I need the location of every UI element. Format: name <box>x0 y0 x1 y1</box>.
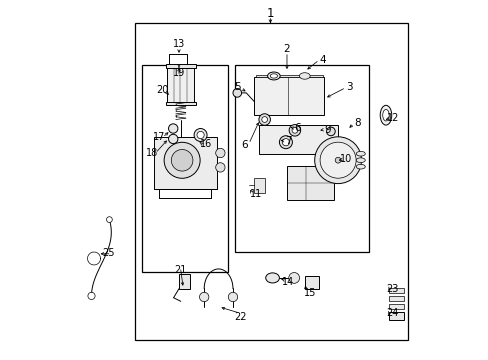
Ellipse shape <box>265 273 279 283</box>
Circle shape <box>228 292 237 302</box>
Bar <box>286 166 333 200</box>
Bar <box>167 68 194 103</box>
Text: 4: 4 <box>319 55 325 65</box>
Bar <box>258 125 337 154</box>
Circle shape <box>168 134 178 144</box>
Bar <box>254 77 324 115</box>
Text: 6: 6 <box>241 140 248 150</box>
Circle shape <box>335 157 340 163</box>
Bar <box>387 312 403 320</box>
Text: 12: 12 <box>386 113 398 123</box>
Ellipse shape <box>382 109 388 121</box>
Circle shape <box>215 148 224 158</box>
Circle shape <box>314 137 361 184</box>
Circle shape <box>232 89 241 97</box>
Circle shape <box>194 129 206 141</box>
Bar <box>165 64 195 68</box>
Bar <box>142 65 228 272</box>
Ellipse shape <box>270 74 277 78</box>
Circle shape <box>197 131 204 139</box>
Text: 25: 25 <box>102 248 114 258</box>
Circle shape <box>171 149 193 171</box>
Circle shape <box>215 163 224 172</box>
Bar <box>305 276 319 289</box>
Circle shape <box>288 125 300 136</box>
Circle shape <box>258 114 270 125</box>
Text: 19: 19 <box>172 68 185 78</box>
Circle shape <box>168 124 178 133</box>
Circle shape <box>279 136 292 149</box>
Bar <box>165 102 195 105</box>
Circle shape <box>288 273 299 283</box>
Text: 3: 3 <box>346 82 352 93</box>
Ellipse shape <box>299 73 309 79</box>
Bar <box>387 296 403 301</box>
Text: 20: 20 <box>156 85 168 95</box>
Circle shape <box>282 139 289 146</box>
Circle shape <box>291 127 297 133</box>
Ellipse shape <box>356 158 365 163</box>
Text: 2: 2 <box>283 44 290 54</box>
Circle shape <box>164 142 200 178</box>
Text: 9: 9 <box>324 125 331 135</box>
Text: 23: 23 <box>386 284 398 294</box>
Ellipse shape <box>267 72 280 80</box>
Text: 21: 21 <box>174 265 186 275</box>
Text: 5: 5 <box>234 82 241 92</box>
Bar <box>179 274 190 289</box>
Bar <box>387 304 403 309</box>
Bar <box>134 23 407 340</box>
Text: 22: 22 <box>233 312 246 322</box>
Text: 8: 8 <box>354 118 361 129</box>
Bar <box>254 178 264 193</box>
Text: 10: 10 <box>339 154 351 165</box>
Circle shape <box>326 127 335 136</box>
Circle shape <box>106 217 112 222</box>
Ellipse shape <box>356 164 365 169</box>
Text: 6: 6 <box>294 123 301 133</box>
Circle shape <box>199 292 208 302</box>
Text: 7: 7 <box>285 136 291 146</box>
Circle shape <box>320 142 355 178</box>
Text: 13: 13 <box>172 39 185 49</box>
Text: 16: 16 <box>199 139 211 149</box>
Text: 14: 14 <box>282 277 294 287</box>
Text: 11: 11 <box>249 189 262 199</box>
Text: 17: 17 <box>152 132 164 142</box>
Bar <box>256 75 322 77</box>
Bar <box>387 288 403 293</box>
Ellipse shape <box>356 151 365 156</box>
Text: 18: 18 <box>145 148 158 158</box>
Text: 15: 15 <box>303 288 315 298</box>
Circle shape <box>88 292 95 300</box>
Bar <box>153 137 216 189</box>
Ellipse shape <box>380 105 391 125</box>
Circle shape <box>261 117 267 122</box>
Bar <box>235 65 368 252</box>
Text: 24: 24 <box>386 308 398 318</box>
Text: 1: 1 <box>266 7 274 20</box>
